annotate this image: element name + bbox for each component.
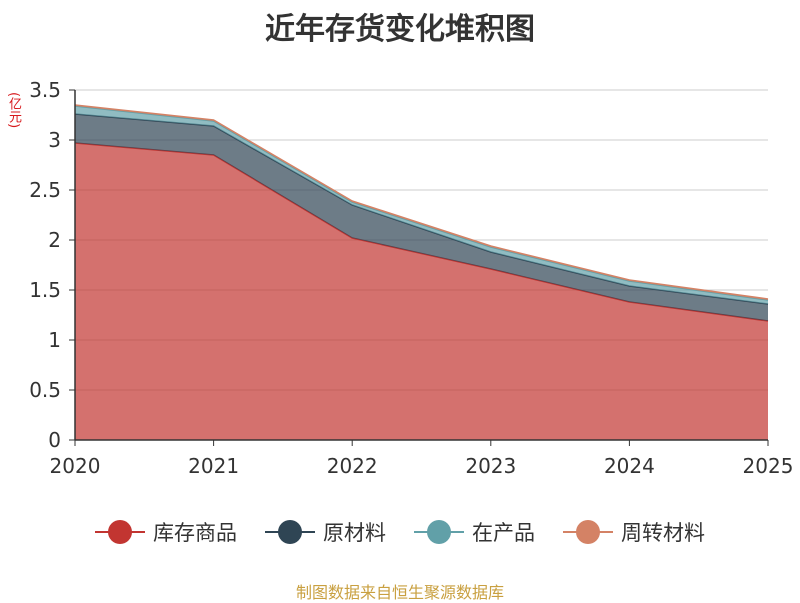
legend-marker-icon (414, 520, 464, 544)
legend-item-2[interactable]: 原材料 (265, 517, 386, 547)
legend-label: 周转材料 (621, 521, 705, 545)
legend-item-1[interactable]: 库存商品 (95, 517, 237, 547)
y-tick-label: 2.5 (29, 178, 61, 202)
legend-label: 库存商品 (153, 521, 237, 545)
y-tick-label: 0.5 (29, 378, 61, 402)
x-tick-label: 2021 (188, 454, 239, 478)
x-tick-label: 2022 (327, 454, 378, 478)
y-tick-label: 3 (48, 128, 61, 152)
y-tick-label: 2 (48, 228, 61, 252)
x-tick-label: 2024 (604, 454, 655, 478)
y-tick-label: 3.5 (29, 78, 61, 102)
legend-label: 原材料 (323, 521, 386, 545)
area-series-2 (75, 114, 768, 321)
x-tick-label: 2025 (743, 454, 794, 478)
legend-marker-icon (265, 520, 315, 544)
x-tick-label: 2023 (465, 454, 516, 478)
legend-item-3[interactable]: 在产品 (414, 517, 535, 547)
area-line-series-4 (74, 104, 769, 300)
y-axis-unit: (亿元) (6, 92, 21, 129)
area-series-1 (75, 143, 768, 440)
y-tick-label: 1.5 (29, 278, 61, 302)
legend-label: 在产品 (472, 521, 535, 545)
source-note: 制图数据来自恒生聚源数据库 (295, 583, 504, 602)
x-tick-label: 2020 (50, 454, 101, 478)
chart-legend: 库存商品 原材料 在产品 周转材料 (0, 517, 800, 547)
chart-title: 近年存货变化堆积图 (265, 12, 535, 47)
legend-item-4[interactable]: 周转材料 (563, 517, 705, 547)
legend-marker-icon (563, 520, 613, 544)
y-tick-label: 0 (48, 428, 61, 452)
legend-marker-icon (95, 520, 145, 544)
y-tick-label: 1 (48, 328, 61, 352)
